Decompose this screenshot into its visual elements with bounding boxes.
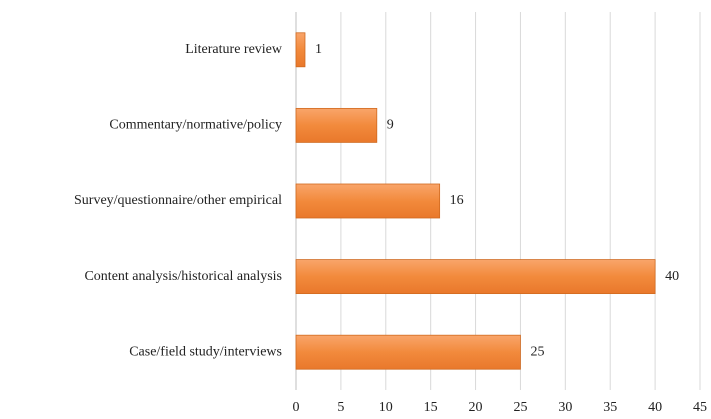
bar <box>295 183 441 219</box>
data-label: 25 <box>530 344 544 359</box>
y-tick-label: Case/field study/interviews <box>129 344 282 359</box>
x-tick-label: 40 <box>648 400 662 415</box>
y-tick-label: Literature review <box>185 42 283 57</box>
x-tick-label: 15 <box>424 400 438 415</box>
bar <box>295 259 656 295</box>
data-label: 1 <box>315 42 322 57</box>
x-tick-label: 25 <box>513 400 527 415</box>
bar <box>295 334 521 370</box>
x-tick-label: 5 <box>337 400 344 415</box>
y-tick-label: Commentary/normative/policy <box>109 118 282 133</box>
data-label: 9 <box>387 118 394 133</box>
x-tick-label: 35 <box>603 400 617 415</box>
bar <box>295 107 378 143</box>
x-tick-label: 0 <box>293 400 300 415</box>
y-tick-label: Content analysis/historical analysis <box>84 269 282 284</box>
data-label: 40 <box>665 269 679 284</box>
data-label: 16 <box>450 193 464 208</box>
x-tick-label: 45 <box>693 400 707 415</box>
x-tick-label: 10 <box>379 400 393 415</box>
x-tick-label: 20 <box>469 400 483 415</box>
bar <box>295 32 306 68</box>
y-tick-label: Survey/questionnaire/other empirical <box>74 193 282 208</box>
x-tick-label: 30 <box>558 400 572 415</box>
